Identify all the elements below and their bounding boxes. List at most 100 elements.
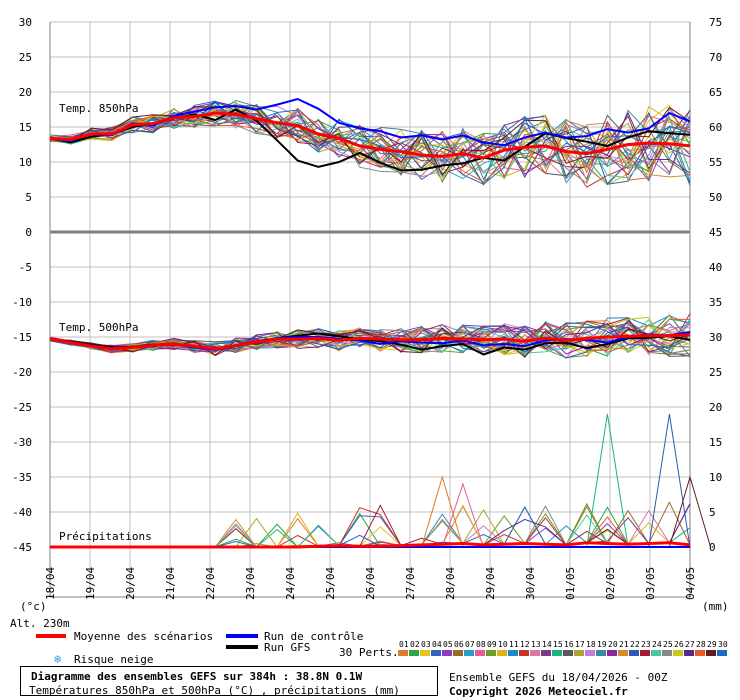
x-tick-label: 02/05 — [604, 567, 617, 600]
panel-label: Temp. 850hPa — [59, 102, 138, 115]
y-tick-label-left: -40 — [12, 506, 32, 519]
x-tick-label: 26/04 — [364, 567, 377, 600]
pert-swatch — [497, 650, 507, 656]
pert-swatch — [541, 650, 551, 656]
y-tick-label-left: 25 — [19, 51, 32, 64]
pert-number: 14 — [542, 640, 552, 649]
y-tick-label-right: 65 — [709, 86, 722, 99]
y-tick-label-right: 15 — [709, 436, 722, 449]
pert-number: 11 — [509, 640, 519, 649]
pert-number: 23 — [641, 640, 651, 649]
y-tick-label-left: -25 — [12, 401, 32, 414]
pert-number: 27 — [685, 640, 695, 649]
pert-swatch — [409, 650, 419, 656]
pert-swatch — [475, 650, 485, 656]
y-tick-label-right: 75 — [709, 16, 722, 29]
x-tick-label: 30/04 — [524, 567, 537, 600]
y-tick-label-right: 60 — [709, 121, 722, 134]
legend-perts-label: 30 Perts. — [339, 646, 399, 659]
y-tick-label-left: -10 — [12, 296, 32, 309]
pert-swatch — [563, 650, 573, 656]
pert-number: 22 — [630, 640, 640, 649]
mean-line — [49, 333, 691, 351]
x-tick-label: 01/05 — [564, 567, 577, 600]
y-tick-label-right: 25 — [709, 366, 722, 379]
legend-mean-label: Moyenne des scénarios — [74, 630, 214, 643]
run-info: Ensemble GEFS du 18/04/2026 - 00Z — [449, 671, 668, 684]
y-tick-label-right: 40 — [709, 261, 722, 274]
x-tick-label: 23/04 — [244, 567, 257, 600]
pert-swatch — [651, 650, 661, 656]
pert-number: 08 — [476, 640, 486, 649]
y-tick-label-left: 30 — [19, 16, 32, 29]
tick-labels: 302520151050-5-10-15-20-25-30-35-40-45(°… — [12, 16, 728, 613]
pert-swatch — [717, 650, 727, 656]
precip-spike — [441, 482, 484, 548]
perturbation-line — [49, 110, 691, 180]
legend-control-label: Run de contrôle — [264, 630, 364, 643]
mean-line — [50, 541, 691, 549]
y-tick-label-right: 5 — [709, 506, 716, 519]
footer-subtitle: Températures 850hPa et 500hPa (°C) , pré… — [29, 684, 400, 697]
footer-title: Diagramme des ensembles GEFS sur 384h : … — [31, 670, 363, 683]
pert-number: 29 — [707, 640, 717, 649]
pert-number: 16 — [564, 640, 574, 649]
x-tick-label: 18/04 — [44, 567, 57, 600]
precip-spike — [586, 413, 629, 548]
y-tick-label-left: 15 — [19, 121, 32, 134]
y-tick-label-left: 0 — [25, 226, 32, 239]
right-axis-unit: (mm) — [702, 600, 729, 613]
x-tick-label: 29/04 — [484, 567, 497, 600]
pert-number: 04 — [432, 640, 442, 649]
pert-number: 07 — [465, 640, 475, 649]
main-series-lines — [49, 97, 691, 549]
pert-swatch — [695, 650, 705, 656]
altitude-label: Alt. 230m — [10, 617, 70, 630]
pert-swatch — [673, 650, 683, 656]
snowflake-icon: ❄ — [54, 652, 62, 666]
x-tick-label: 04/05 — [684, 567, 697, 600]
pert-number: 30 — [718, 640, 728, 649]
y-tick-label-right: 20 — [709, 401, 722, 414]
pert-number: 17 — [575, 640, 585, 649]
pert-swatch — [706, 650, 716, 656]
pert-number: 18 — [586, 640, 596, 649]
perturbation-line — [49, 111, 691, 183]
perturbation-line — [49, 99, 691, 184]
pert-number: 25 — [663, 640, 673, 649]
perturbation-line — [49, 100, 691, 185]
panel-label: Précipitations — [59, 530, 152, 543]
panel-label: Temp. 500hPa — [59, 321, 138, 334]
pert-swatch — [574, 650, 584, 656]
precip-spike — [421, 475, 464, 548]
footer-box: Diagramme des ensembles GEFS sur 384h : … — [20, 666, 438, 697]
y-tick-label-left: -30 — [12, 436, 32, 449]
pert-swatch — [552, 650, 562, 656]
pert-swatch — [662, 650, 672, 656]
perturbation-line — [49, 100, 691, 185]
legend-gfs-swatch — [226, 645, 258, 649]
pert-swatch — [530, 650, 540, 656]
x-tick-label: 27/04 — [404, 567, 417, 600]
x-tick-label: 19/04 — [84, 567, 97, 600]
y-tick-label-right: 55 — [709, 156, 722, 169]
y-tick-label-left: -45 — [12, 541, 32, 554]
y-tick-label-right: 30 — [709, 331, 722, 344]
pert-swatch — [442, 650, 452, 656]
y-tick-label-right: 35 — [709, 296, 722, 309]
legend-control-swatch — [226, 634, 258, 638]
pert-swatch — [508, 650, 518, 656]
pert-swatch — [453, 650, 463, 656]
y-tick-label-left: -20 — [12, 366, 32, 379]
pert-number: 05 — [443, 640, 453, 649]
y-tick-label-right: 50 — [709, 191, 722, 204]
x-tick-label: 21/04 — [164, 567, 177, 600]
pert-number: 09 — [487, 640, 497, 649]
y-tick-label-right: 10 — [709, 471, 722, 484]
perturbation-line — [49, 107, 691, 181]
pert-number: 10 — [498, 640, 508, 649]
x-tick-label: 20/04 — [124, 567, 137, 600]
x-tick-label: 24/04 — [284, 567, 297, 600]
x-tick-label: 25/04 — [324, 567, 337, 600]
